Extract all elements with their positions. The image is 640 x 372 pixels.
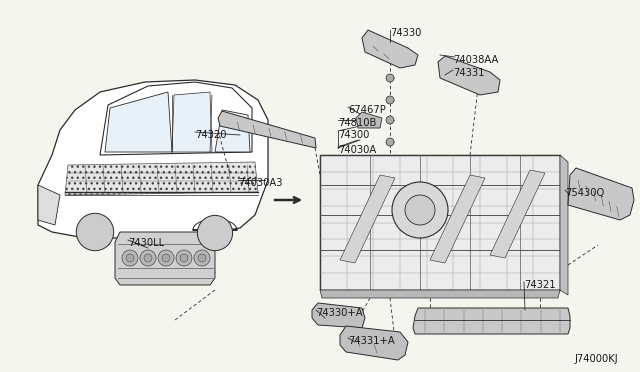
Text: 75430Q: 75430Q <box>565 188 604 198</box>
Circle shape <box>162 254 170 262</box>
Circle shape <box>197 215 232 251</box>
Polygon shape <box>362 30 418 68</box>
Polygon shape <box>438 56 500 95</box>
Polygon shape <box>340 175 395 263</box>
Text: 74331: 74331 <box>453 68 484 78</box>
Polygon shape <box>490 170 545 258</box>
Circle shape <box>386 138 394 146</box>
Text: 7430LL: 7430LL <box>128 238 164 248</box>
Polygon shape <box>218 111 316 148</box>
Text: 67467P: 67467P <box>348 105 386 115</box>
Circle shape <box>158 250 174 266</box>
Text: 74321: 74321 <box>524 280 556 290</box>
Polygon shape <box>38 80 268 238</box>
Polygon shape <box>340 326 408 360</box>
Circle shape <box>122 250 138 266</box>
Circle shape <box>386 74 394 82</box>
Text: 74030A3: 74030A3 <box>238 178 282 188</box>
Text: 74330+A: 74330+A <box>316 308 363 318</box>
Circle shape <box>144 254 152 262</box>
Text: 74331+A: 74331+A <box>348 336 395 346</box>
Polygon shape <box>568 168 634 220</box>
Polygon shape <box>356 112 382 128</box>
Polygon shape <box>105 92 172 152</box>
Circle shape <box>194 250 210 266</box>
Text: 74030A: 74030A <box>338 145 376 155</box>
Text: 74038AA: 74038AA <box>453 55 499 65</box>
Text: 74330: 74330 <box>390 28 421 38</box>
Polygon shape <box>215 110 250 152</box>
Circle shape <box>76 213 114 251</box>
Circle shape <box>386 116 394 124</box>
Text: 74300: 74300 <box>338 130 369 140</box>
Polygon shape <box>115 232 215 285</box>
Circle shape <box>386 96 394 104</box>
Polygon shape <box>312 303 365 328</box>
Text: 74320: 74320 <box>195 130 227 140</box>
Circle shape <box>140 250 156 266</box>
Circle shape <box>176 250 192 266</box>
Circle shape <box>392 182 448 238</box>
Polygon shape <box>38 185 60 225</box>
Polygon shape <box>172 92 212 152</box>
Polygon shape <box>320 290 560 298</box>
Polygon shape <box>320 155 560 290</box>
Circle shape <box>126 254 134 262</box>
Polygon shape <box>65 162 258 195</box>
Circle shape <box>405 195 435 225</box>
Text: J74000KJ: J74000KJ <box>574 354 618 364</box>
Text: 74810B: 74810B <box>338 118 376 128</box>
Polygon shape <box>560 155 568 295</box>
Circle shape <box>180 254 188 262</box>
Circle shape <box>198 254 206 262</box>
Polygon shape <box>430 175 485 263</box>
Polygon shape <box>413 308 570 334</box>
Polygon shape <box>100 82 252 155</box>
